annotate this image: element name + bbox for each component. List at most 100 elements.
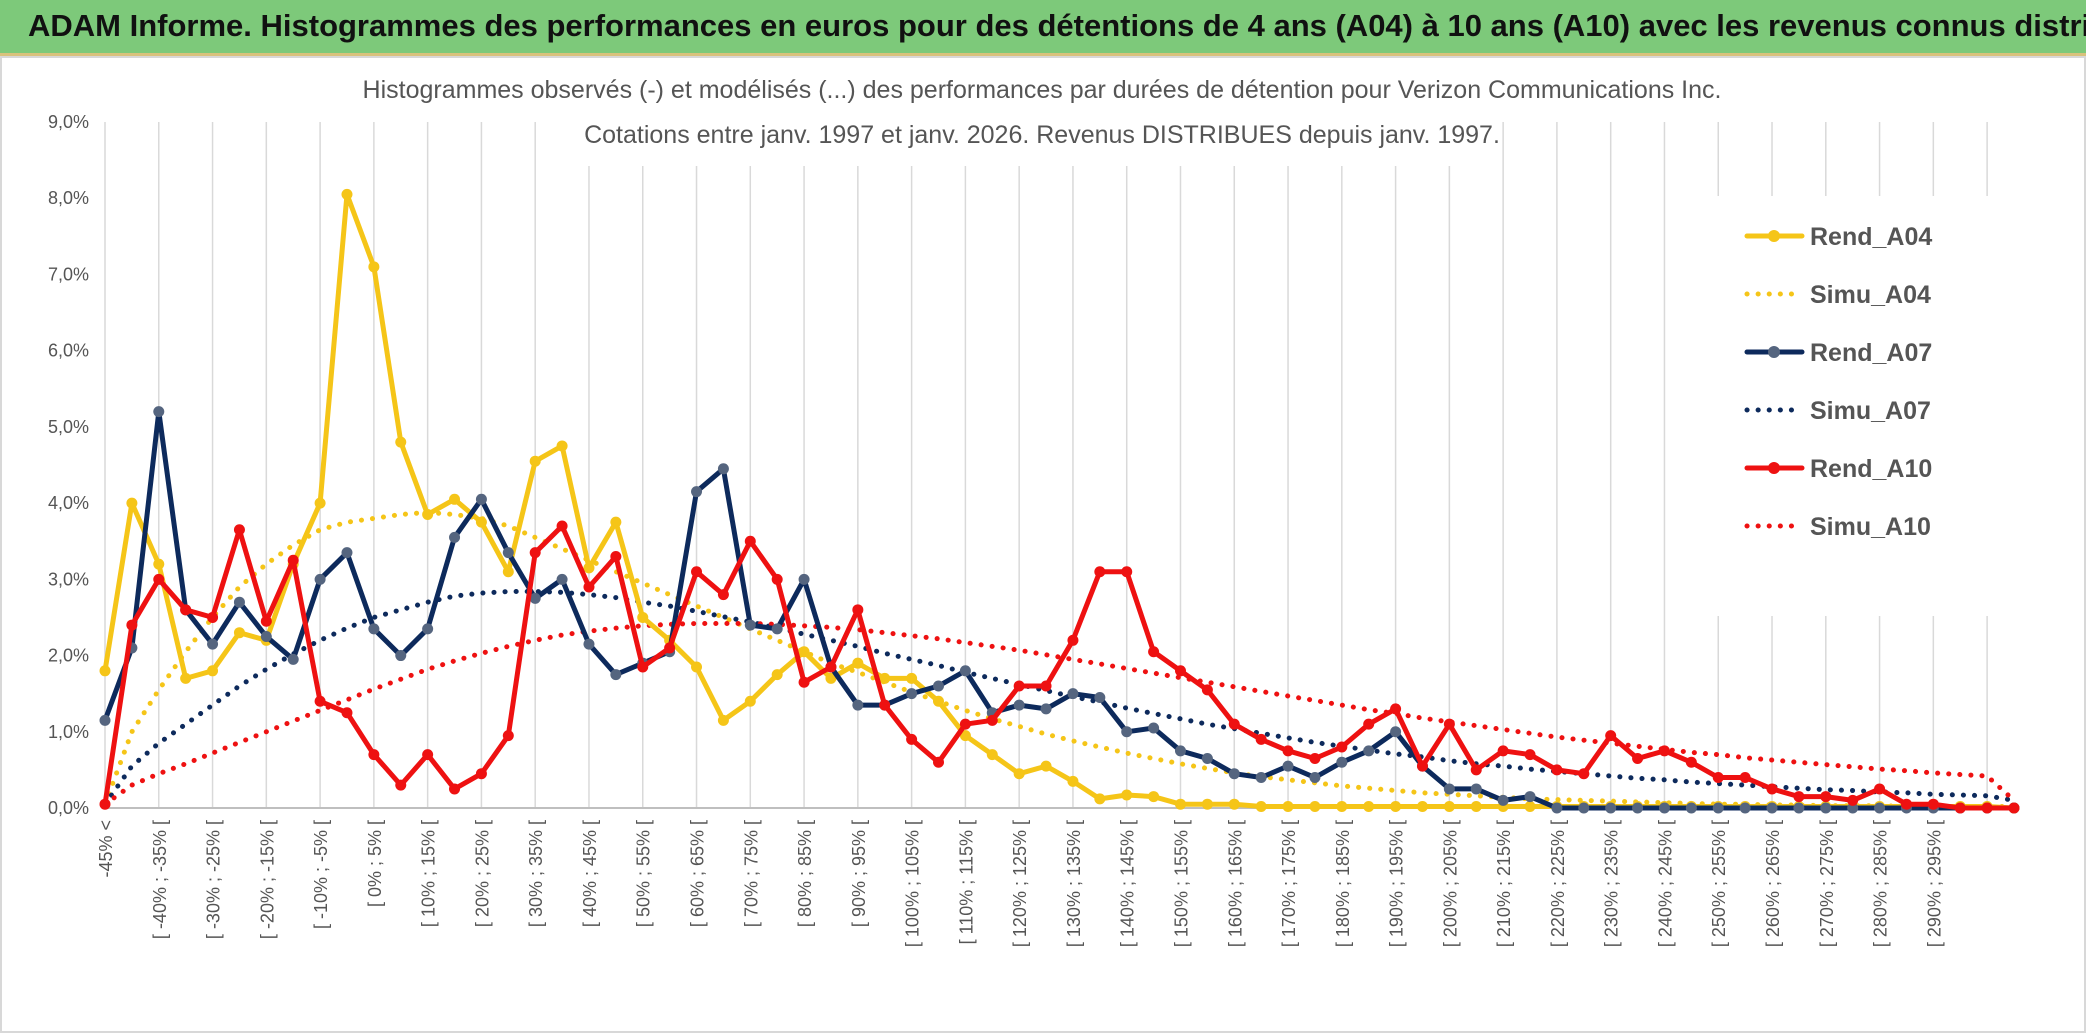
point-rend_a07 (1497, 794, 1509, 806)
point-rend_a10 (1148, 646, 1160, 658)
point-rend_a07 (1712, 802, 1724, 814)
point-rend_a07 (1685, 802, 1697, 814)
point-rend_a04 (1470, 800, 1482, 812)
y-tick-labels: 0,0% 1,0% 2,0% 3,0% 4,0% 5,0% 6,0% 7,0% 8,0% 9,0% (48, 112, 89, 818)
point-rend_a10 (1390, 703, 1402, 715)
point-rend_a07 (475, 493, 487, 505)
point-rend_a04 (233, 627, 245, 639)
x-tick-label: [ 170% ; 175% [ (1279, 820, 1299, 947)
point-rend_a10 (1874, 783, 1886, 795)
point-rend_a04 (153, 558, 165, 570)
legend-label-simu_a04: Simu_A04 (1810, 281, 1931, 309)
point-rend_a07 (314, 573, 326, 585)
point-rend_a07 (556, 573, 568, 585)
point-rend_a10 (1013, 680, 1025, 692)
x-tick-label: [ 160% ; 165% [ (1225, 820, 1245, 947)
y-tick-label: 3,0% (48, 569, 89, 589)
x-tick-label: [ 50% ; 55% [ (634, 820, 654, 927)
point-rend_a07 (529, 592, 541, 604)
x-tick-label: [ 30% ; 35% [ (526, 820, 546, 927)
x-tick-label: [ 240% ; 245% [ (1655, 820, 1675, 947)
point-rend_a10 (1121, 566, 1133, 578)
point-rend_a10 (1927, 798, 1939, 810)
point-rend_a07 (1336, 756, 1348, 768)
point-rend_a07 (1820, 802, 1832, 814)
point-rend_a10 (771, 573, 783, 585)
point-rend_a10 (1282, 745, 1294, 757)
x-tick-label: [ 200% ; 205% [ (1440, 820, 1460, 947)
point-rend_a10 (529, 547, 541, 559)
point-rend_a07 (1013, 699, 1025, 711)
point-rend_a10 (502, 730, 514, 742)
x-tick-label: [ 120% ; 125% [ (1010, 820, 1030, 947)
point-rend_a04 (1416, 800, 1428, 812)
point-rend_a07 (341, 547, 353, 559)
point-rend_a04 (99, 665, 111, 677)
point-rend_a04 (1201, 798, 1213, 810)
point-rend_a10 (1658, 745, 1670, 757)
x-tick-label: [ 250% ; 255% [ (1709, 820, 1729, 947)
point-rend_a04 (1309, 800, 1321, 812)
point-rend_a04 (906, 672, 918, 684)
point-rend_a04 (368, 261, 380, 273)
point-rend_a07 (153, 406, 165, 418)
x-tick-label: [ 150% ; 155% [ (1171, 820, 1191, 947)
point-rend_a10 (1497, 745, 1509, 757)
legend-marker (1768, 230, 1780, 242)
point-rend_a10 (556, 520, 568, 532)
point-rend_a07 (1658, 802, 1670, 814)
subtitle-backdrop (587, 120, 1497, 166)
point-rend_a10 (449, 783, 461, 795)
point-rend_a10 (610, 550, 622, 562)
point-rend_a07 (1067, 688, 1079, 700)
point-rend_a04 (449, 493, 461, 505)
point-rend_a07 (207, 638, 219, 650)
chart-subtitle: Cotations entre janv. 1997 et janv. 2026… (584, 121, 1500, 149)
x-tick-label: [ -10% ; -5% [ (311, 820, 331, 929)
point-rend_a10 (1174, 665, 1186, 677)
point-rend_a07 (1094, 691, 1106, 703)
x-tick-label: [ 110% ; 115% [ (956, 820, 976, 944)
point-rend_a10 (1470, 764, 1482, 776)
point-rend_a04 (1040, 760, 1052, 772)
point-rend_a10 (1605, 730, 1617, 742)
point-rend_a07 (906, 688, 918, 700)
point-rend_a10 (744, 535, 756, 547)
point-rend_a07 (1793, 802, 1805, 814)
series-line-simu_a07 (102, 589, 2017, 807)
x-tick-label: [ 80% ; 85% [ (795, 820, 815, 927)
x-tick-label: [ 210% ; 215% [ (1494, 820, 1514, 947)
x-tick-label: [ 20% ; 25% [ (472, 820, 492, 927)
legend-label-rend_a04: Rend_A04 (1810, 223, 1932, 251)
point-rend_a07 (1739, 802, 1751, 814)
point-rend_a04 (475, 516, 487, 528)
x-tick-label: [ 140% ; 145% [ (1118, 820, 1138, 947)
point-rend_a04 (879, 672, 891, 684)
legend: Rend_A04 Simu_A04 Rend_A07 Simu_A07 Rend_A10… (1682, 196, 2012, 616)
point-rend_a10 (879, 699, 891, 711)
point-rend_a07 (395, 650, 407, 662)
point-rend_a10 (959, 718, 971, 730)
legend-marker (1768, 462, 1780, 474)
x-tick-label: [ 100% ; 105% [ (903, 820, 923, 947)
point-rend_a10 (852, 604, 864, 616)
point-rend_a04 (1094, 793, 1106, 805)
series-layer (99, 188, 2020, 814)
point-rend_a07 (852, 699, 864, 711)
point-rend_a10 (1551, 764, 1563, 776)
point-rend_a04 (986, 749, 998, 761)
y-tick-label: 1,0% (48, 722, 89, 742)
point-rend_a04 (556, 440, 568, 452)
y-tick-label: 7,0% (48, 264, 89, 284)
point-rend_a10 (2008, 802, 2020, 814)
legend-marker (1768, 346, 1780, 358)
point-rend_a04 (1363, 800, 1375, 812)
point-rend_a10 (1363, 718, 1375, 730)
point-rend_a07 (233, 596, 245, 608)
chart-svg: 0,0% 1,0% 2,0% 3,0% 4,0% 5,0% 6,0% 7,0% 8,0% 9,0%… (48, 62, 2020, 947)
legend-label-simu_a07: Simu_A07 (1810, 397, 1931, 425)
point-rend_a10 (180, 604, 192, 616)
point-rend_a10 (583, 581, 595, 593)
point-rend_a07 (1148, 722, 1160, 734)
point-rend_a04 (1013, 768, 1025, 780)
